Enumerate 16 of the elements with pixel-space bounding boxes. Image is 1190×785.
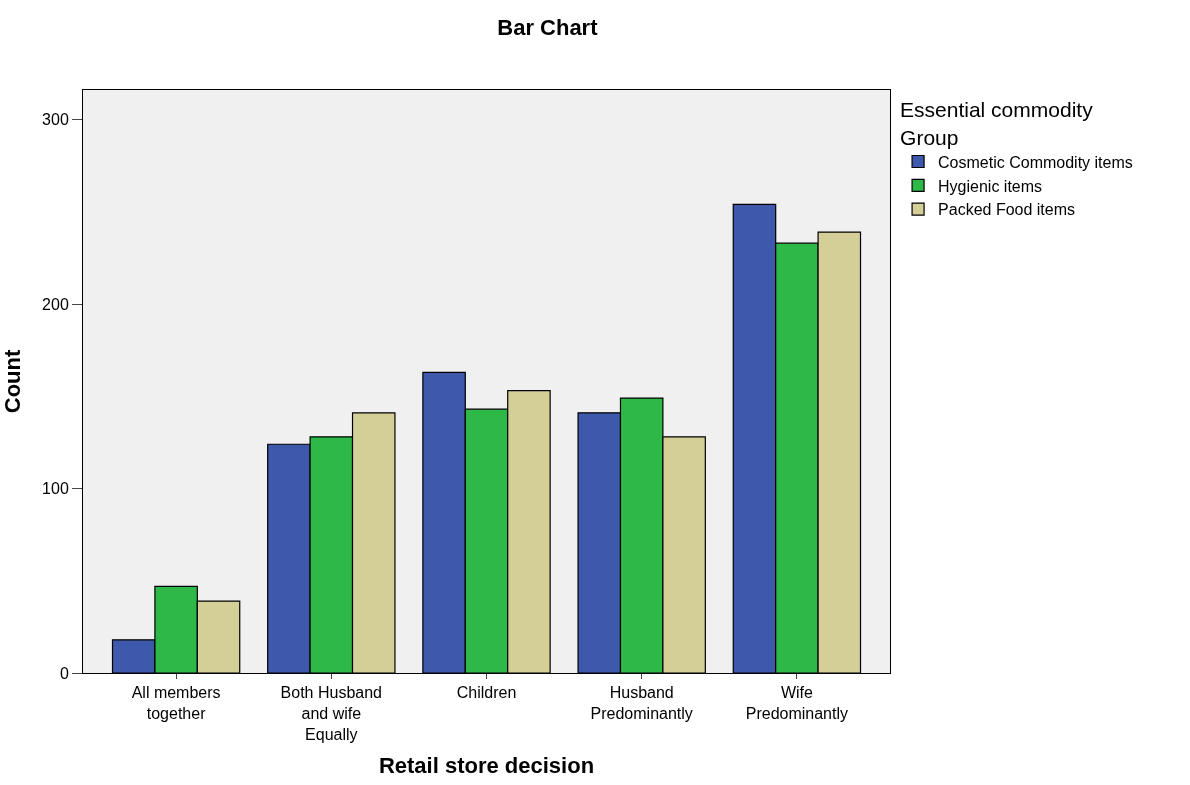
legend-title: Essential commodity Group: [900, 98, 1094, 149]
x-tick-label: Wife Predominantly: [745, 684, 849, 722]
x-tick-label: Both Husband and wife Equally: [280, 684, 383, 743]
legend-label: Hygienic items: [938, 177, 1043, 195]
x-tick-label: All members together: [131, 684, 221, 722]
x-tick-label: Husband Predominantly: [590, 684, 693, 722]
x-axis-title: Retail store decision: [378, 752, 595, 778]
y-tick-label: 100: [42, 480, 69, 498]
legend-label: Packed Food items: [938, 201, 1076, 219]
y-axis-title: Count: [0, 349, 25, 414]
chart-title: Bar Chart: [497, 15, 599, 41]
y-tick-label: 300: [42, 111, 69, 129]
legend-label: Cosmetic Commodity items: [938, 153, 1133, 171]
y-tick-label: 0: [59, 664, 69, 682]
y-tick-label: 200: [42, 295, 69, 313]
x-tick-label: Children: [456, 684, 517, 702]
